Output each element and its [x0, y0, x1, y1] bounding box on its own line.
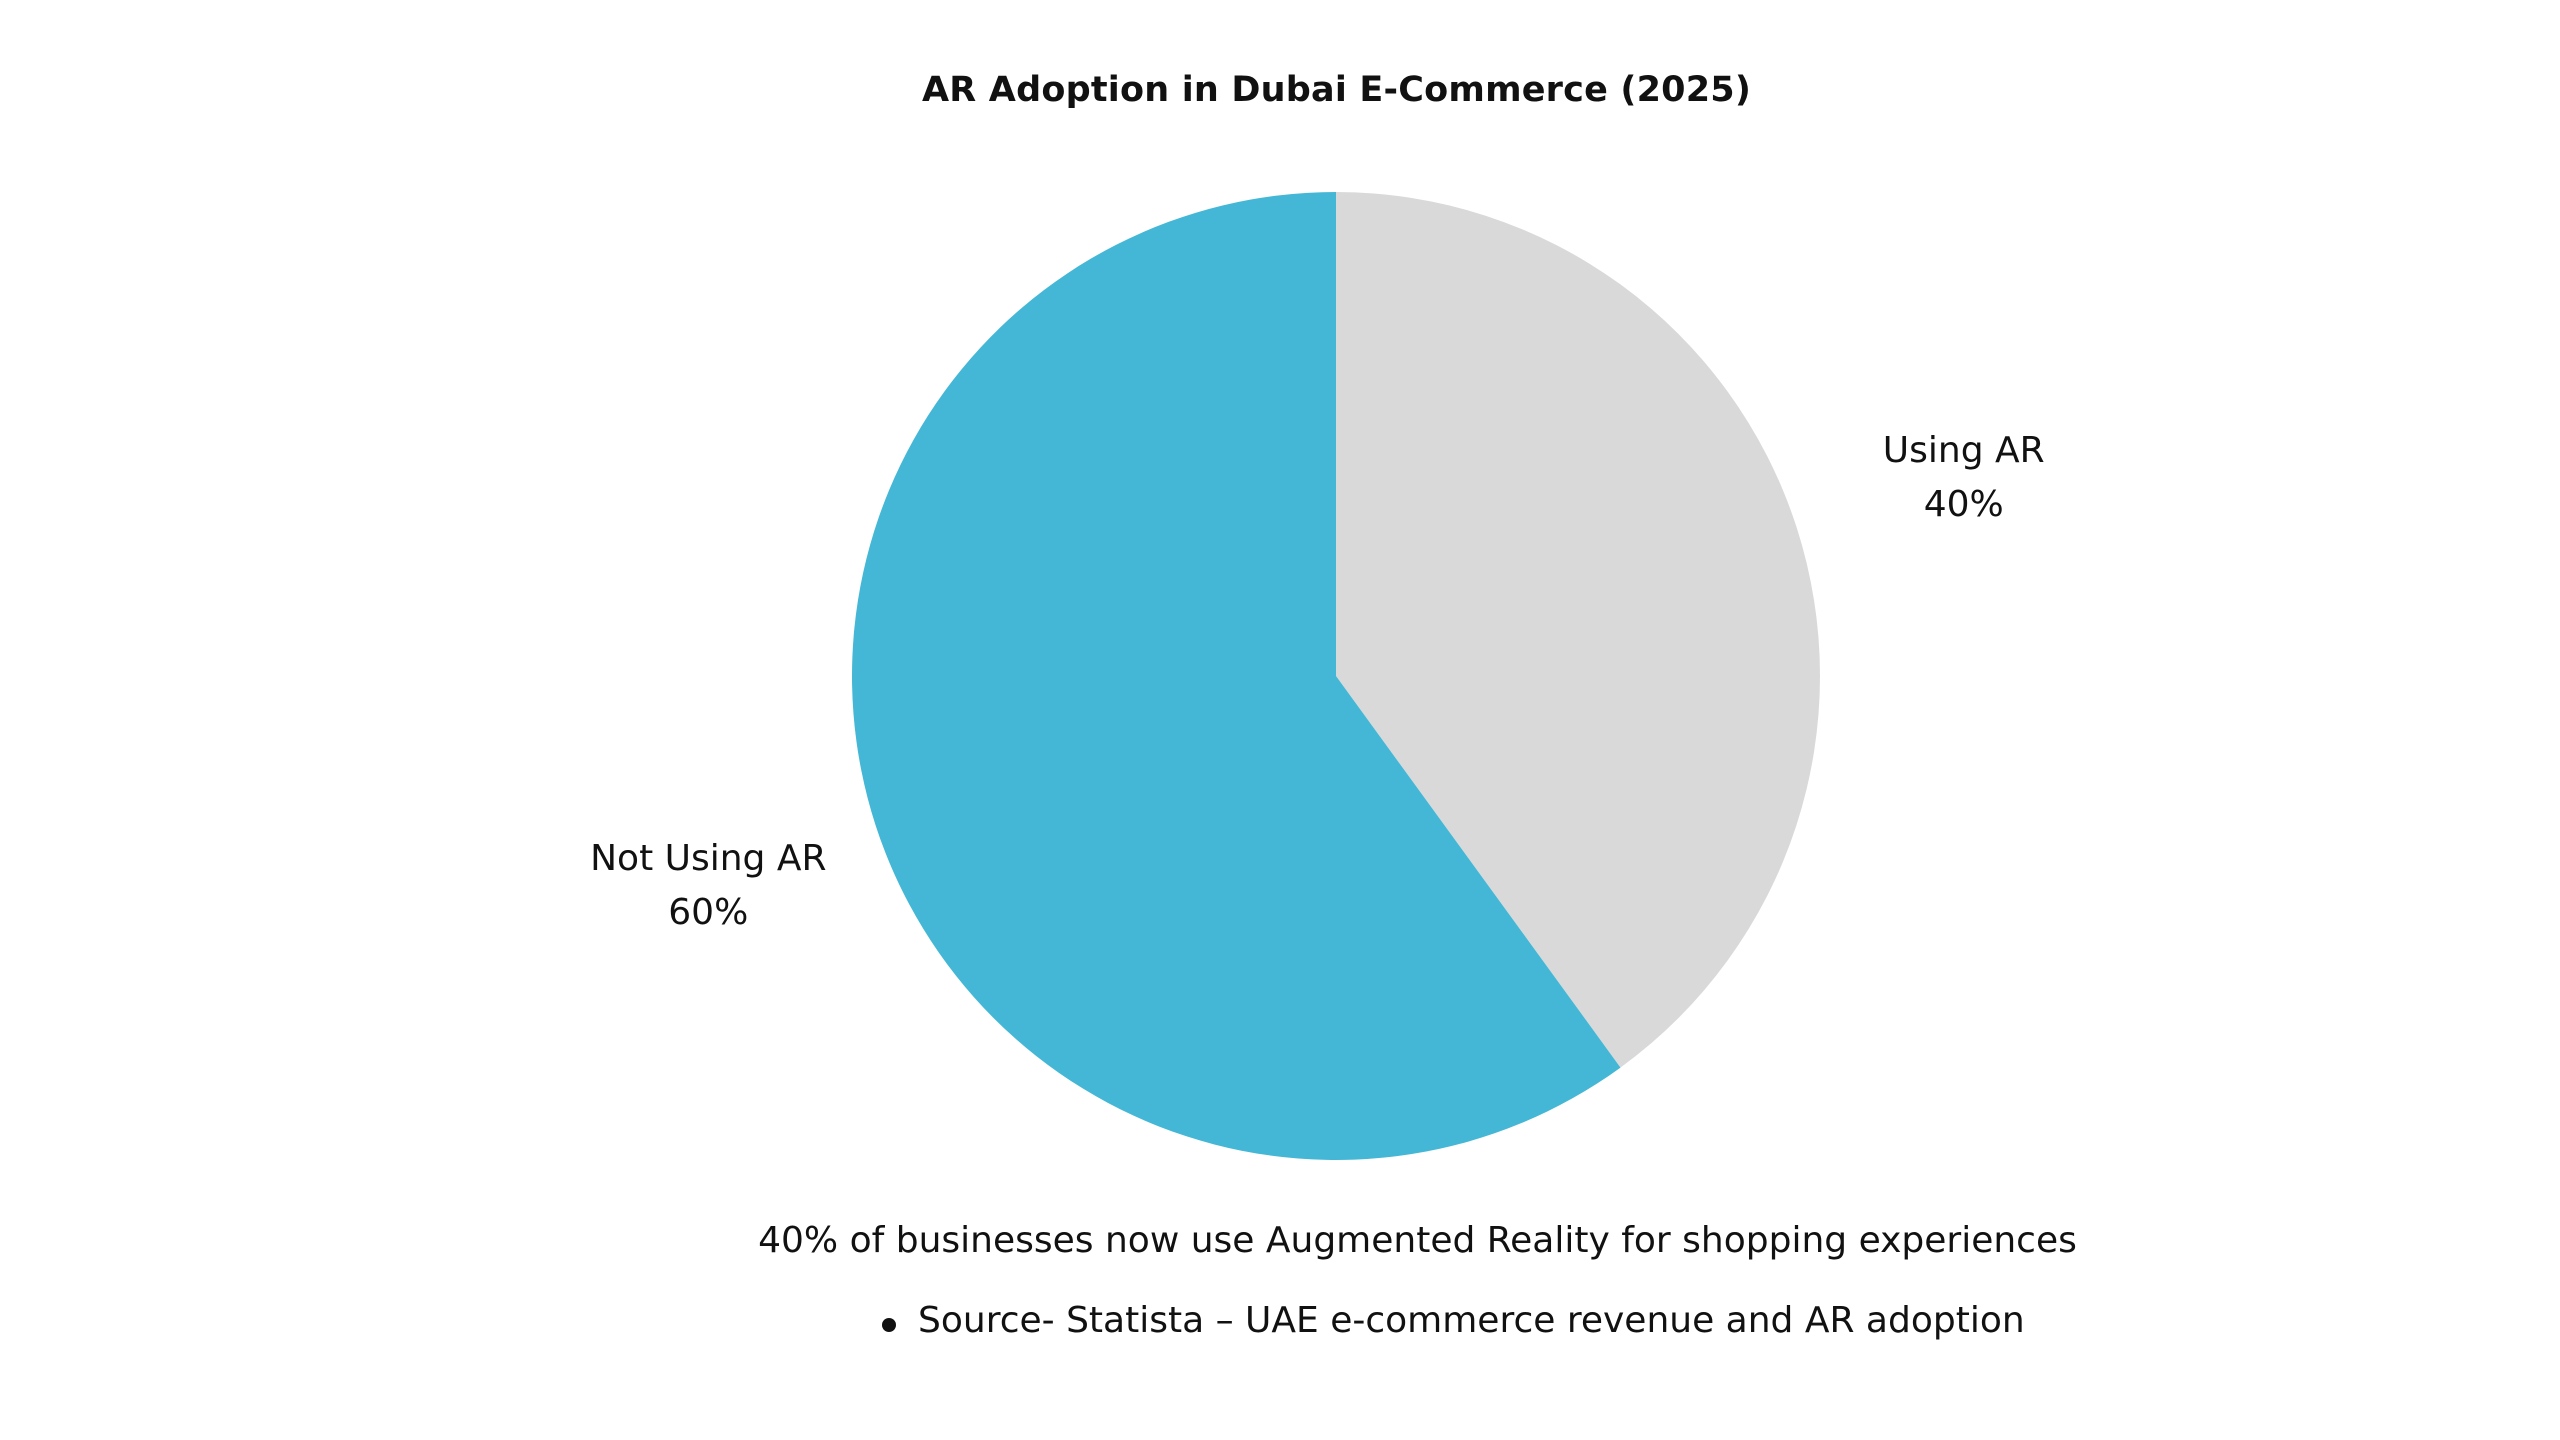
chart-title: AR Adoption in Dubai E-Commerce (2025)	[921, 70, 1752, 110]
source-list: Source- Statista – UAE e-commerce revenu…	[882, 1300, 2025, 1341]
pie-slice-not-using-ar	[851, 192, 1621, 1161]
slice-label-percent: 40%	[1924, 484, 2004, 525]
slice-label-name: Not Using AR	[590, 838, 826, 879]
source-item: Source- Statista – UAE e-commerce revenu…	[882, 1300, 2025, 1341]
slice-label-name: Using AR	[1883, 430, 2045, 471]
pie-slices	[851, 192, 1820, 1161]
pie-slice-using-ar	[1336, 192, 1820, 1068]
pie-labels: Using AR 40% Not Using AR 60%	[590, 430, 2045, 933]
source-text: Source- Statista – UAE e-commerce revenu…	[918, 1300, 2025, 1341]
chart-caption: 40% of businesses now use Augmented Real…	[758, 1220, 2077, 1261]
bullet-icon	[882, 1318, 896, 1332]
slice-label-percent: 60%	[668, 892, 748, 933]
